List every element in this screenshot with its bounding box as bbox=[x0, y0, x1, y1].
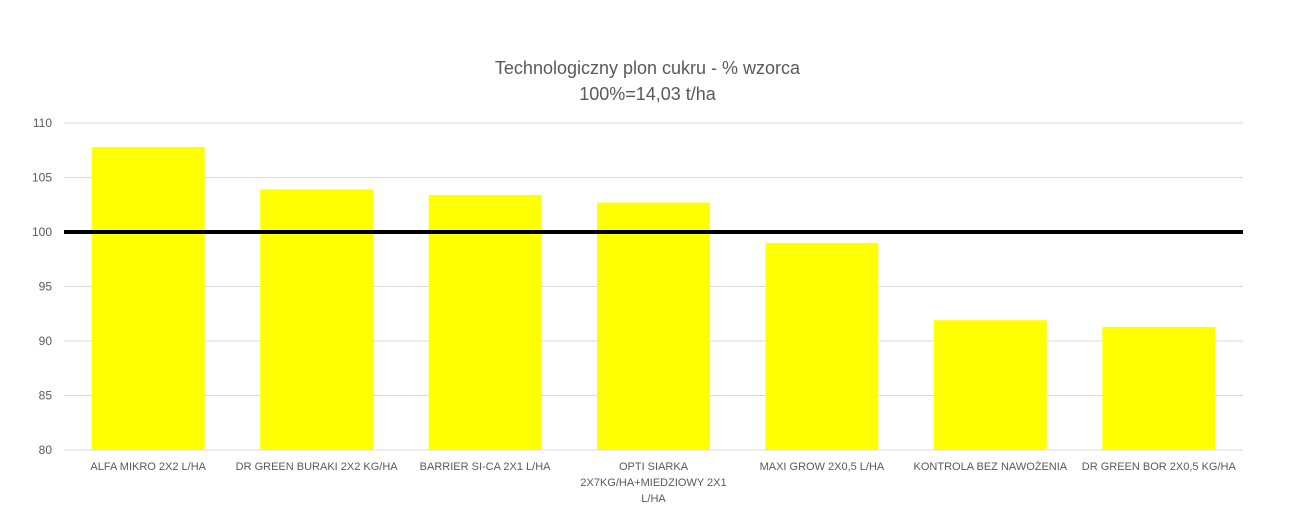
x-tick-label: MAXI GROW 2X0,5 L/HA bbox=[760, 461, 885, 473]
x-tick-label: DR GREEN BOR 2X0,5 KG/HA bbox=[1082, 461, 1237, 473]
bar bbox=[597, 202, 710, 450]
x-tick-label: ALFA MIKRO 2X2 L/HA bbox=[90, 461, 206, 473]
bar bbox=[260, 189, 374, 451]
x-tick-label: BARRIER SI-CA 2X1 L/HA bbox=[420, 461, 551, 473]
y-tick-label: 80 bbox=[39, 443, 53, 457]
bar bbox=[428, 194, 542, 450]
y-tick-label: 110 bbox=[33, 116, 52, 130]
y-tick-label: 90 bbox=[39, 334, 53, 348]
bar bbox=[1102, 326, 1216, 450]
bar bbox=[933, 320, 1047, 450]
y-tick-label: 85 bbox=[39, 389, 53, 403]
x-tick-label: KONTROLA BEZ NAWOŻENIA bbox=[914, 460, 1068, 473]
y-tick-label: 95 bbox=[39, 280, 53, 294]
bar bbox=[91, 146, 205, 451]
bar bbox=[765, 242, 879, 450]
y-tick-label: 100 bbox=[32, 225, 52, 239]
x-tick-label: OPTI SIARKA 2X7KG/HA+MIEDZIOWY 2X1 L/HA bbox=[580, 461, 726, 505]
x-tick-label: DR GREEN BURAKI 2X2 KG/HA bbox=[236, 461, 399, 473]
y-tick-label: 105 bbox=[32, 171, 52, 185]
chart-title: Technologiczny plon cukru - % wzorca bbox=[494, 58, 801, 78]
chart-subtitle: 100%=14,03 t/ha bbox=[579, 84, 716, 104]
